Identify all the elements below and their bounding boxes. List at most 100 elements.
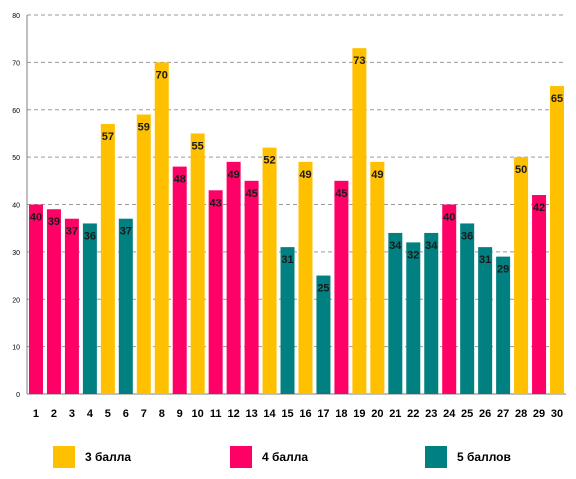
bar [280,247,295,394]
x-tick-label: 2 [51,408,57,420]
x-tick-label: 18 [335,408,347,420]
x-tick-label: 3 [69,408,75,420]
bar [514,157,529,394]
bar [406,242,421,394]
x-tick-label: 26 [479,408,491,420]
legend-swatch-5 [425,446,447,468]
x-tick-label: 20 [371,408,383,420]
bar [118,218,133,394]
y-tick-label: 50 [12,155,20,162]
x-tick-label: 21 [389,408,401,420]
legend-item-5: 5 баллов [425,445,511,469]
data-label: 37 [66,226,78,238]
data-label: 40 [30,212,42,224]
y-tick-label: 40 [12,203,20,210]
legend-swatch-3 [53,446,75,468]
y-tick-label: 80 [12,13,20,20]
x-tick-label: 29 [533,408,545,420]
data-label: 52 [263,155,275,167]
legend-label-4: 4 балла [262,450,309,464]
data-label: 73 [353,55,365,67]
x-tick-label: 11 [210,408,222,420]
data-label: 45 [245,188,257,200]
y-tick-label: 10 [12,345,20,352]
data-label: 37 [120,226,132,238]
bar [208,190,223,394]
x-tick-label: 13 [245,408,257,420]
bar [370,161,385,394]
y-tick-label: 60 [12,108,20,115]
bar [28,204,43,394]
x-tick-label: 16 [299,408,311,420]
data-label: 36 [461,230,473,242]
bar [136,114,151,395]
x-tick-label: 17 [317,408,329,420]
x-tick-label: 1 [33,408,39,420]
bar [424,232,439,394]
data-label: 42 [533,202,545,214]
data-label: 49 [299,169,311,181]
legend-item-3: 3 балла [53,445,131,469]
bar-chart: 0102030405060708040139237336457537659770… [12,13,566,420]
data-label: 31 [479,254,491,266]
bar [334,180,349,394]
bar [442,204,457,394]
data-label: 45 [335,188,347,200]
legend-label-5: 5 баллов [457,450,511,464]
x-tick-label: 15 [281,408,293,420]
bar [226,161,241,394]
data-label: 32 [407,249,419,261]
bar [388,232,403,394]
x-tick-label: 7 [141,408,147,420]
x-tick-label: 23 [425,408,437,420]
y-tick-label: 0 [16,392,20,399]
x-tick-label: 5 [105,408,111,420]
data-label: 40 [443,212,455,224]
bar [190,133,205,394]
data-label: 48 [174,174,186,186]
x-tick-label: 19 [353,408,365,420]
data-label: 50 [515,164,527,176]
bar [46,209,61,394]
legend-swatch-4 [230,446,252,468]
bar [100,123,115,395]
data-label: 31 [281,254,293,266]
x-tick-label: 8 [159,408,165,420]
x-tick-label: 6 [123,408,129,420]
x-tick-label: 10 [192,408,204,420]
data-label: 43 [210,197,222,209]
legend-item-4: 4 балла [230,445,308,469]
data-label: 36 [84,230,96,242]
x-tick-label: 24 [443,408,456,420]
y-tick-label: 20 [12,297,20,304]
data-label: 34 [425,240,438,252]
x-tick-label: 30 [551,408,563,420]
bar [352,48,367,394]
bar [82,223,97,394]
x-tick-label: 27 [497,408,509,420]
x-tick-label: 12 [227,408,239,420]
bar [298,161,313,394]
data-label: 65 [551,93,563,105]
x-tick-label: 22 [407,408,419,420]
x-tick-label: 9 [177,408,183,420]
bar [154,62,169,394]
y-tick-label: 70 [12,60,20,67]
bar [460,223,475,394]
bar [64,218,79,394]
data-label: 39 [48,216,60,228]
x-tick-label: 28 [515,408,527,420]
data-label: 59 [138,121,150,133]
data-label: 70 [156,69,168,81]
data-label: 55 [192,140,204,152]
bar [244,180,259,394]
x-tick-label: 4 [87,408,94,420]
data-label: 49 [227,169,239,181]
bar [316,275,331,394]
data-label: 57 [102,131,114,143]
bar [262,147,277,394]
bar [550,86,565,394]
data-label: 34 [389,240,402,252]
data-label: 25 [317,283,329,295]
data-label: 49 [371,169,383,181]
